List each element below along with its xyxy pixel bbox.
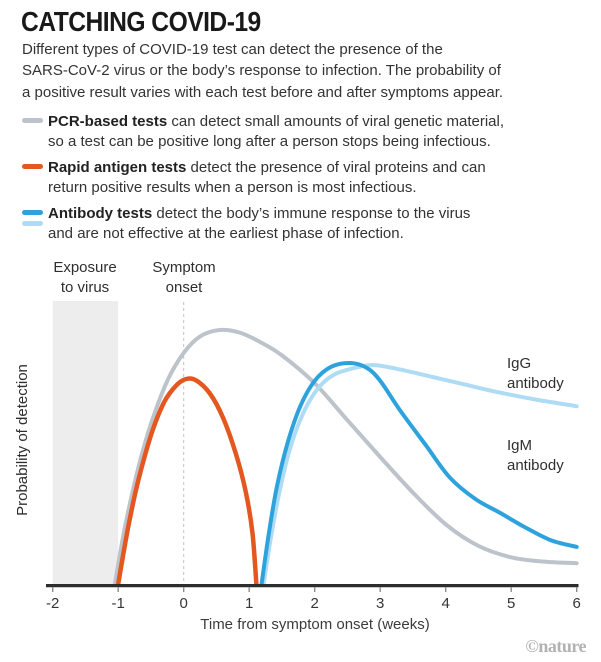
x-tick-label: 1 — [245, 595, 253, 612]
legend-text: so a test can be positive long after a p… — [48, 132, 491, 150]
series-igg-antibody — [261, 363, 579, 586]
x-tick-label: 6 — [573, 595, 581, 612]
x-tick-label: -1 — [112, 595, 125, 612]
intro-line: Different types of COVID-19 test can det… — [22, 41, 443, 58]
intro-paragraph: Different types of COVID-19 test can det… — [22, 39, 503, 103]
intro-line: SARS-CoV-2 virus or the body’s response … — [22, 62, 501, 80]
y-axis-label: Probability of detection — [14, 364, 31, 516]
exposure-band — [52, 301, 119, 584]
legend-text: return positive results when a person is… — [48, 178, 417, 196]
x-tick-label: 5 — [507, 595, 515, 612]
legend-line: Antibody tests detect the body’s immune … — [48, 204, 587, 224]
plot-layer: -2 -1 0 1 2 3 4 5 6 — [46, 301, 581, 612]
legend-bold-label: PCR-based tests — [48, 113, 168, 130]
antigen-line-swatch — [22, 164, 43, 169]
symptom-onset-label-line1: Symptom — [152, 259, 215, 276]
x-tick-label: 3 — [376, 595, 384, 612]
legend-item-antibody: Antibody tests detect the body’s immune … — [22, 204, 587, 243]
page-title: CATCHING COVID-19 — [21, 6, 261, 37]
pcr-line-swatch — [22, 118, 43, 123]
legend-text: can detect small amounts of viral geneti… — [167, 113, 505, 130]
legend-bold-label: Antibody tests — [48, 205, 153, 222]
legend-item-antigen: Rapid antigen tests detect the presence … — [22, 158, 587, 197]
nature-logo: ©nature — [525, 636, 586, 656]
x-tick-label: 4 — [442, 595, 450, 612]
legend-line: Rapid antigen tests detect the presence … — [48, 158, 587, 178]
x-tick-label: 2 — [311, 595, 319, 612]
legend-item-pcr: PCR-based tests can detect small amounts… — [22, 112, 587, 151]
intro-line: a positive result varies with each test … — [22, 83, 504, 101]
antibody-igm-line-swatch — [22, 210, 43, 215]
exposure-label-line2: to virus — [61, 279, 109, 296]
exposure-label-line1: Exposure — [53, 259, 116, 276]
detection-chart: -2 -1 0 1 2 3 4 5 6 Exposure to virus Symptom on… — [14, 259, 587, 656]
series-rapid-antigen-tests — [115, 376, 259, 587]
legend-text: and are not effective at the earliest ph… — [48, 224, 404, 242]
symptom-onset-label-line2: onset — [166, 279, 204, 296]
igg-annotation-line1: IgG — [507, 355, 531, 372]
legend-line: PCR-based tests can detect small amounts… — [48, 112, 587, 132]
series-pcr-based-tests — [112, 327, 579, 586]
x-axis-label: Time from symptom onset (weeks) — [200, 616, 430, 633]
legend-bold-label: Rapid antigen tests — [48, 159, 187, 176]
igm-annotation-line1: IgM — [507, 437, 532, 454]
legend-text: detect the presence of viral proteins an… — [186, 159, 486, 176]
igm-annotation-line2: antibody — [507, 457, 564, 474]
x-tick-label: -2 — [46, 595, 59, 612]
series-igm-antibody — [259, 360, 579, 586]
x-tick-label: 0 — [180, 595, 188, 612]
igg-annotation-line2: antibody — [507, 375, 564, 392]
legend-text: detect the body’s immune response to the… — [152, 205, 471, 222]
antibody-igg-line-swatch — [22, 221, 43, 226]
